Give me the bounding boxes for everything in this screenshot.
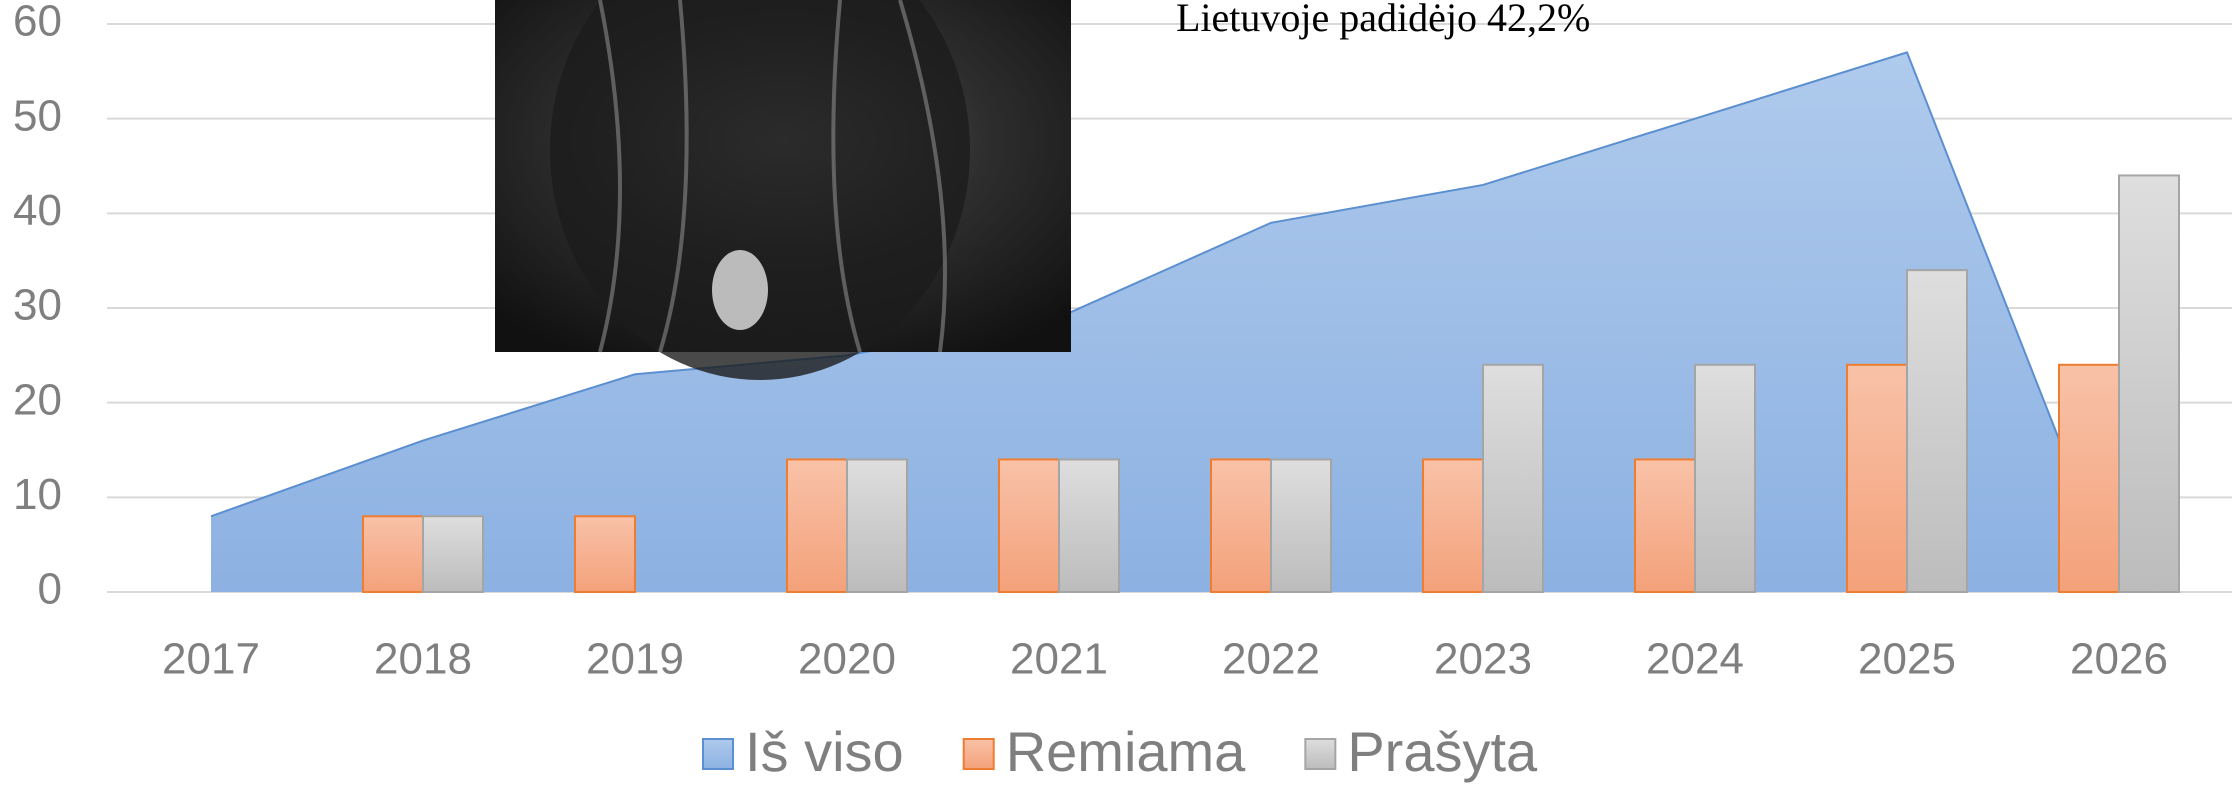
photo-texture bbox=[598, 0, 947, 353]
x-tick-label: 2017 bbox=[162, 635, 260, 684]
bar bbox=[1694, 363, 1756, 593]
bar bbox=[2118, 174, 2180, 593]
legend-label: Prašyta bbox=[1347, 720, 1538, 783]
area-line bbox=[210, 51, 2120, 593]
x-tick-label: 2018 bbox=[374, 635, 472, 684]
x-tick-label: 2022 bbox=[1222, 635, 1320, 684]
legend-swatch bbox=[1304, 738, 1337, 770]
bar bbox=[1210, 458, 1272, 594]
bar bbox=[998, 458, 1060, 594]
photo-detail bbox=[712, 250, 768, 330]
photo-shape bbox=[550, 0, 970, 380]
photo bbox=[495, 0, 1071, 380]
x-tick-label: 2019 bbox=[586, 635, 684, 684]
bar bbox=[362, 515, 424, 593]
bar bbox=[2058, 363, 2120, 593]
y-tick-label: 30 bbox=[13, 281, 62, 330]
y-tick-label: 10 bbox=[13, 470, 62, 519]
x-tick-label: 2021 bbox=[1010, 635, 1108, 684]
bar bbox=[1422, 458, 1484, 594]
bar-layer bbox=[362, 174, 2180, 594]
x-tick-label: 2020 bbox=[798, 635, 896, 684]
legend: Iš viso Remiama Prašyta bbox=[702, 720, 1538, 783]
legend-swatch bbox=[962, 738, 995, 770]
bar bbox=[1270, 458, 1332, 594]
x-tick-label: 2023 bbox=[1434, 635, 1532, 684]
legend-label: Iš viso bbox=[745, 720, 904, 783]
x-tick-label: 2025 bbox=[1858, 635, 1956, 684]
area-layer bbox=[210, 51, 2120, 593]
chart-title: Lietuvoje padidėjo 42,2% bbox=[1176, 0, 1590, 40]
x-tick-label: 2024 bbox=[1646, 635, 1744, 684]
x-tick-label: 2026 bbox=[2070, 635, 2168, 684]
bar bbox=[574, 515, 636, 593]
bar bbox=[1058, 458, 1120, 594]
bar bbox=[1846, 363, 1908, 593]
labels: 0 10 20 30 40 50 60 2017 2018 2019 2020 2021 2022 202… bbox=[13, 0, 2168, 684]
y-tick-label: 50 bbox=[13, 91, 62, 140]
y-tick-label: 60 bbox=[13, 0, 62, 46]
bar bbox=[1906, 269, 1968, 593]
bar bbox=[422, 515, 484, 593]
legend-label: Remiama bbox=[1006, 720, 1246, 783]
y-tick-label: 0 bbox=[38, 565, 62, 614]
bar bbox=[786, 458, 848, 594]
legend-swatch bbox=[702, 738, 734, 770]
y-tick-label: 40 bbox=[13, 186, 62, 235]
area bbox=[211, 52, 2119, 592]
bar bbox=[1482, 363, 1544, 593]
bar bbox=[1634, 458, 1696, 594]
bar bbox=[846, 458, 908, 594]
y-tick-label: 20 bbox=[13, 375, 62, 424]
